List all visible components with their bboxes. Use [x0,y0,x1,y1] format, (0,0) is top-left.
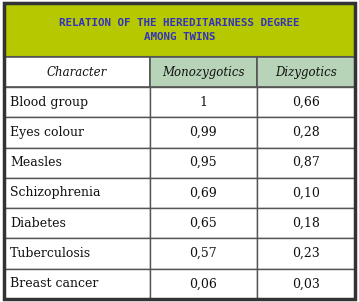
Bar [257,147,355,178]
Text: Dizygotics: Dizygotics [275,66,337,79]
Text: Schizophrenia: Schizophrenia [10,186,101,199]
Text: 0,87: 0,87 [292,156,320,169]
Bar [150,57,257,87]
Text: RELATION OF THE HEREDITARINESS DEGREE
AMONG TWINS: RELATION OF THE HEREDITARINESS DEGREE AM… [59,18,300,42]
Bar [257,117,355,147]
Text: 1: 1 [199,95,207,108]
Text: Character: Character [46,66,107,79]
Bar [4,269,150,299]
Bar [4,57,150,87]
Text: Breast cancer: Breast cancer [10,277,98,290]
Text: 0,23: 0,23 [292,247,320,260]
Bar [4,87,150,117]
Text: 0,57: 0,57 [190,247,217,260]
Bar [4,117,150,147]
Text: Blood group: Blood group [10,95,88,108]
Bar [4,208,150,238]
Bar [150,238,257,269]
Bar [150,147,257,178]
Bar [4,3,355,57]
Text: 0,65: 0,65 [190,217,217,230]
Bar [257,208,355,238]
Bar [257,178,355,208]
Bar [150,117,257,147]
Text: 0,10: 0,10 [292,186,320,199]
Bar [150,208,257,238]
Text: Diabetes: Diabetes [10,217,66,230]
Text: 0,95: 0,95 [190,156,217,169]
Text: 0,69: 0,69 [190,186,217,199]
Bar [4,238,150,269]
Bar [257,238,355,269]
Text: Monozygotics: Monozygotics [162,66,244,79]
Text: Eyes colour: Eyes colour [10,126,84,139]
Text: 0,66: 0,66 [292,95,320,108]
Bar [150,269,257,299]
Bar [4,178,150,208]
Bar [150,87,257,117]
Text: 0,18: 0,18 [292,217,320,230]
Text: 0,03: 0,03 [292,277,320,290]
Bar [257,269,355,299]
Bar [257,57,355,87]
Bar [150,178,257,208]
Text: 0,06: 0,06 [189,277,217,290]
Text: Tuberculosis: Tuberculosis [10,247,91,260]
Bar [257,87,355,117]
Text: Measles: Measles [10,156,62,169]
Text: 0,28: 0,28 [292,126,320,139]
Bar [4,147,150,178]
Text: 0,99: 0,99 [190,126,217,139]
